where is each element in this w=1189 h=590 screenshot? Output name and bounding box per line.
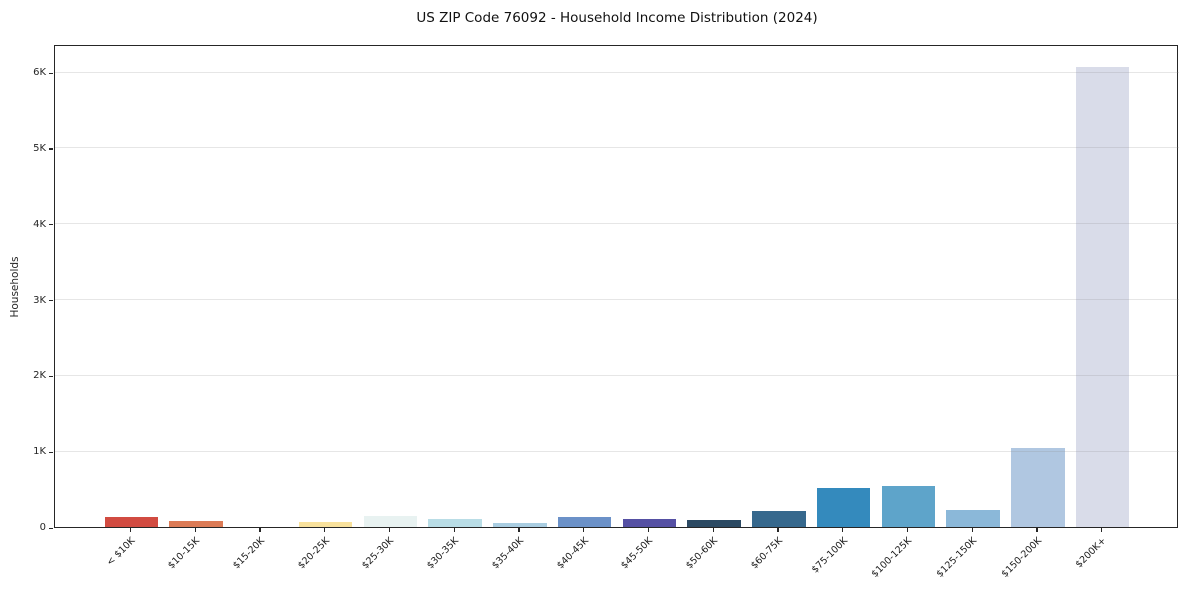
x-tick-label-$60-75K: $60-75K bbox=[748, 535, 785, 572]
x-tick-label-$200K+: $200K+ bbox=[1073, 535, 1109, 571]
x-tick-label-$100-125K: $100-125K bbox=[869, 535, 915, 580]
y-tick-mark-0 bbox=[49, 527, 53, 529]
x-tick-mark-$60-75K bbox=[777, 528, 779, 532]
x-tick-mark-$30-35K bbox=[453, 528, 455, 532]
x-tick-mark-$50-60K bbox=[712, 528, 714, 532]
y-tick-label-5K: 5K bbox=[33, 142, 46, 154]
gridline-5K bbox=[55, 147, 1179, 149]
bar-$20-25K bbox=[298, 521, 353, 527]
y-tick-label-0: 0 bbox=[39, 522, 46, 533]
bar-$125-150K bbox=[946, 509, 1000, 527]
chart-title: US ZIP Code 76092 - Household Income Dis… bbox=[416, 10, 818, 26]
bar-$40-45K bbox=[557, 517, 612, 527]
bar-$60-75K bbox=[752, 511, 806, 527]
bar-$25-30K bbox=[363, 515, 418, 527]
bar-$50-60K bbox=[687, 520, 741, 527]
x-tick-mark-$35-40K bbox=[518, 528, 520, 532]
y-tick-mark-6K bbox=[49, 72, 53, 74]
x-tick-label-$75-100K: $75-100K bbox=[809, 535, 850, 576]
x-tick-label-$125-150K: $125-150K bbox=[934, 535, 980, 580]
y-tick-label-4K: 4K bbox=[33, 218, 46, 230]
x-tick-label-$50-60K: $50-60K bbox=[684, 535, 721, 572]
y-tick-label-1K: 1K bbox=[33, 446, 46, 458]
x-tick-label-$25-30K: $25-30K bbox=[360, 535, 397, 572]
x-tick-label-$45-50K: $45-50K bbox=[619, 535, 656, 572]
y-tick-mark-3K bbox=[49, 300, 53, 302]
x-tick-label-$20-25K: $20-25K bbox=[295, 535, 332, 572]
bar-$10-15K bbox=[169, 521, 223, 527]
plot-area bbox=[54, 45, 1179, 528]
bar-$200K+ bbox=[1075, 66, 1130, 527]
gridline-1K bbox=[55, 450, 1179, 452]
x-tick-mark-$150-200K bbox=[1036, 528, 1038, 532]
x-tick-mark-$25-30K bbox=[388, 528, 391, 532]
x-tick-mark-$15-20K bbox=[259, 528, 261, 532]
gridline-6K bbox=[55, 71, 1179, 73]
x-tick-label-< $10K: < $10K bbox=[104, 535, 138, 569]
x-tick-mark-$125-150K bbox=[971, 528, 973, 532]
x-tick-mark-$45-50K bbox=[647, 528, 650, 532]
y-axis-label: Households bbox=[9, 256, 21, 318]
x-tick-mark-$10-15K bbox=[194, 528, 196, 532]
gridline-3K bbox=[55, 299, 1179, 301]
x-tick-label-$10-15K: $10-15K bbox=[166, 535, 203, 572]
y-tick-mark-4K bbox=[49, 224, 53, 226]
y-tick-label-3K: 3K bbox=[33, 294, 46, 306]
x-tick-mark-< $10K bbox=[129, 528, 132, 532]
y-tick-mark-2K bbox=[49, 375, 53, 378]
x-tick-label-$30-35K: $30-35K bbox=[425, 535, 462, 572]
x-tick-mark-$100-125K bbox=[906, 528, 909, 532]
y-tick-mark-5K bbox=[49, 148, 53, 150]
gridline-2K bbox=[55, 374, 1179, 376]
bar-< $10K bbox=[104, 517, 159, 527]
bar-$45-50K bbox=[622, 519, 677, 527]
bar-$100-125K bbox=[881, 486, 936, 527]
bar-$35-40K bbox=[493, 522, 547, 527]
bar-$150-200K bbox=[1011, 448, 1065, 527]
x-tick-label-$15-20K: $15-20K bbox=[230, 535, 267, 572]
x-tick-mark-$20-25K bbox=[324, 528, 326, 532]
y-tick-mark-1K bbox=[49, 451, 53, 453]
bar-$30-35K bbox=[428, 518, 482, 527]
x-tick-label-$40-45K: $40-45K bbox=[554, 535, 591, 572]
gridline-4K bbox=[55, 223, 1179, 225]
x-tick-label-$150-200K: $150-200K bbox=[999, 535, 1044, 580]
y-tick-label-2K: 2K bbox=[33, 370, 46, 382]
y-tick-label-6K: 6K bbox=[33, 67, 46, 79]
x-tick-mark-$75-100K bbox=[842, 528, 844, 532]
bar-$75-100K bbox=[816, 488, 871, 527]
x-tick-label-$35-40K: $35-40K bbox=[489, 535, 526, 572]
x-tick-mark-$200K+ bbox=[1101, 528, 1103, 532]
x-tick-mark-$40-45K bbox=[583, 528, 585, 532]
